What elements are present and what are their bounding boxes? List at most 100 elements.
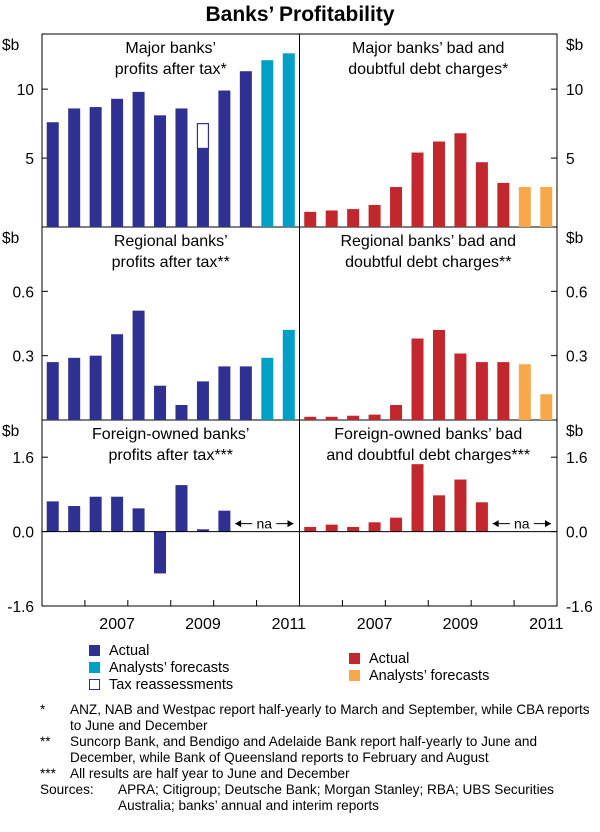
actual-bar [454,353,467,420]
legend-right: Actual Analysts’ forecasts [349,650,489,684]
panel-regional-profits: Regional banks’ profits after tax** $b 0.3 0… [2,230,295,420]
actual-bar [89,107,102,227]
actual-bar [175,485,188,532]
actual-bar [304,211,317,227]
footnote: * ANZ, NAB and Westpac report half-yearl… [40,702,590,734]
actual-bar [89,355,102,420]
panel-title-line: Regional banks’ [114,233,228,250]
actual-bar [325,416,338,420]
legend-item-forecast-profit: Analysts’ forecasts [89,659,233,676]
actual-bar [475,502,488,532]
panel-title-line: doubtful debt charges** [345,254,511,271]
y-tick-label: 0.3 [566,349,588,366]
actual-bar [347,209,360,227]
legend-item-forecast-bad-debt: Analysts’ forecasts [349,667,489,684]
footnote: *** All results are half year to June an… [40,766,590,782]
legend-item-actual-bad-debt: Actual [349,650,489,667]
legend-label: Analysts’ forecasts [369,667,490,684]
actual-bar [432,329,445,420]
y-tick-label: 10 [566,82,584,99]
y-tick-label: -1.6 [7,599,34,616]
panel-title-line: profits after tax*** [109,447,234,464]
y-axis-unit-label: $b [566,423,583,440]
actual-bar [111,496,124,532]
actual-bar [154,385,167,420]
sources: Sources: APRA; Citigroup; Deutsche Bank;… [40,782,590,814]
actual-bar [239,71,252,227]
forecast-bar [261,60,274,227]
actual-bar [218,366,231,420]
y-tick-label: 1.6 [566,450,588,467]
na-label: na [257,516,273,532]
panel-title-line: profits after tax** [112,254,230,271]
y-axis-unit-label: $b [566,37,583,54]
footnote-mark: ** [40,734,51,749]
actual-bar [68,357,81,420]
forecast-bar [540,187,553,227]
actual-bar [68,108,81,227]
panel-foreign-profits: Foreign-owned banks’ profits after tax***… [2,423,300,616]
legend-item-tax-reassessment: Tax reassessments [89,676,233,693]
actual-bar [390,404,403,420]
actual-bar [368,204,381,227]
panel-title-line: doubtful debt charges* [348,61,508,78]
legend-left: Actual Analysts’ forecasts Tax reassessm… [89,642,233,693]
y-tick-label: 1.6 [12,450,34,467]
chart-title: Banks’ Profitability [205,3,394,26]
actual-bar [411,464,424,532]
legend-label: Tax reassessments [109,676,234,693]
actual-bar [46,122,59,227]
actual-bar [218,510,231,532]
actual-bar [497,362,510,420]
panel-regional-bad-debt: Regional banks’ bad and doubtful debt cha… [304,230,588,420]
actual-bar [218,90,231,228]
actual-bar [347,415,360,420]
actual-bar [46,501,59,532]
actual-bar [175,108,188,227]
panel-title-line: profits after tax* [115,61,227,78]
actual-bar [432,141,445,227]
footnote-mark: * [40,702,46,717]
actual-bar [325,524,338,532]
na-arrowhead-left [235,520,242,528]
y-tick-label: 5 [25,151,34,168]
actual-bar [390,187,403,227]
legend-label: Actual [109,642,150,659]
forecast-bar [518,364,531,420]
footnote-text: ANZ, NAB and Westpac report half-yearly … [70,702,590,733]
x-tick-label: 2009 [185,616,221,633]
legend-swatch-tax-reassessment [89,679,100,690]
actual-bar [132,508,145,532]
na-arrowhead-right [287,520,294,528]
actual-bar [497,182,510,227]
actual-bar [46,362,59,420]
actual-bar [411,338,424,420]
forecast-bar [518,187,531,227]
actual-bar [475,162,488,227]
y-tick-label: 0.3 [12,349,34,366]
legend-swatch-forecast-bad-debt [349,670,360,681]
legend-item-actual-profit: Actual [89,642,233,659]
actual-bar [432,495,445,532]
x-tick-label: 2007 [99,616,135,633]
sources-text: APRA; Citigroup; Deutsche Bank; Morgan S… [118,782,554,813]
actual-bar [475,362,488,420]
legend-label: Analysts’ forecasts [109,659,230,676]
panel-title-line: Foreign-owned banks’ [92,426,249,443]
y-tick-label: 5 [566,151,575,168]
panel-title-line: Foreign-owned banks’ bad [334,426,522,443]
actual-bar [390,517,403,532]
footnote-text: Suncorp Bank, and Bendigo and Adelaide B… [70,734,538,765]
chart-figure: Banks’ Profitability Major banks’ profits… [2,3,593,633]
panel-title-line: Major banks’ [125,40,216,57]
actual-bar [132,91,145,228]
actual-bar [304,416,317,420]
actual-bar [368,522,381,532]
y-tick-label: 0.6 [566,284,588,301]
actual-bar [196,148,209,227]
y-tick-label: 0.0 [12,525,34,542]
forecast-bar [540,394,553,420]
actual-bar [196,381,209,420]
tax-reassessment-bar [196,123,210,150]
y-tick-label: 10 [17,82,35,99]
